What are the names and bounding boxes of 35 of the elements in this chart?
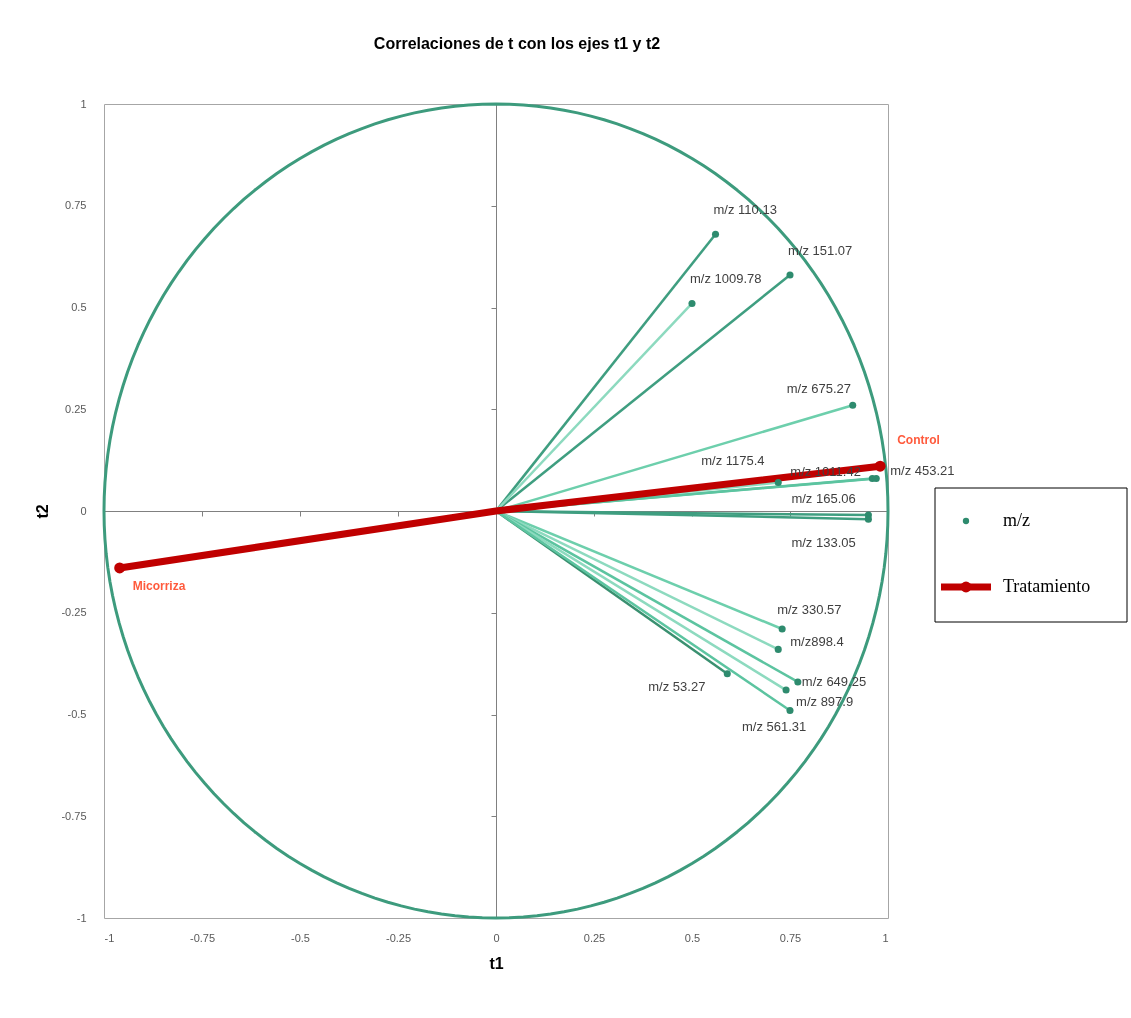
- data-label: m/z 165.06: [791, 491, 856, 507]
- y-tick-label: 1: [80, 97, 87, 110]
- data-label: m/z 53.27: [648, 678, 706, 694]
- x-tick-label: -0.5: [291, 931, 310, 944]
- legend-label: Tratamiento: [1003, 576, 1091, 596]
- chart-title: Correlaciones de t con los ejes t1 y t2: [373, 35, 661, 52]
- data-label: m/z 1009.78: [690, 271, 762, 287]
- data-label: m/z 330.57: [777, 602, 842, 618]
- x-tick-label: 0: [493, 931, 500, 944]
- data-label: m/z 133.05: [791, 535, 856, 551]
- data-label: m/z898.4: [790, 634, 844, 650]
- y-tick-label: 0.25: [65, 402, 87, 415]
- data-label: m/z 453.21: [890, 463, 955, 479]
- y-axis-title: t2: [34, 504, 52, 519]
- x-tick-label: 0.5: [684, 931, 701, 944]
- x-tick-label: 0.25: [583, 931, 606, 944]
- x-tick-label: -1: [104, 931, 115, 944]
- y-tick-label: -0.5: [67, 708, 87, 720]
- x-axis-title: t1: [489, 954, 504, 972]
- y-tick-label: 0.75: [65, 199, 87, 212]
- x-tick-label: 0.75: [779, 931, 802, 944]
- data-label: m/z 675.27: [786, 381, 852, 397]
- data-label: Control: [897, 433, 940, 448]
- x-tick-label: 1: [882, 931, 889, 944]
- x-tick-label: -0.25: [385, 931, 412, 944]
- data-label: Micorriza: [132, 578, 186, 593]
- y-tick-label: 0.5: [71, 301, 87, 313]
- y-tick-label: -0.75: [61, 809, 87, 822]
- data-label: m/z 561.31: [742, 719, 807, 735]
- y-tick-label: -0.25: [61, 606, 87, 619]
- y-tick-label: -1: [76, 911, 87, 924]
- y-tick-label: 0: [80, 504, 87, 517]
- x-tick-label: -0.75: [189, 931, 216, 944]
- data-label: m/z 1175.4: [701, 452, 765, 468]
- legend-label: m/z: [1003, 510, 1030, 530]
